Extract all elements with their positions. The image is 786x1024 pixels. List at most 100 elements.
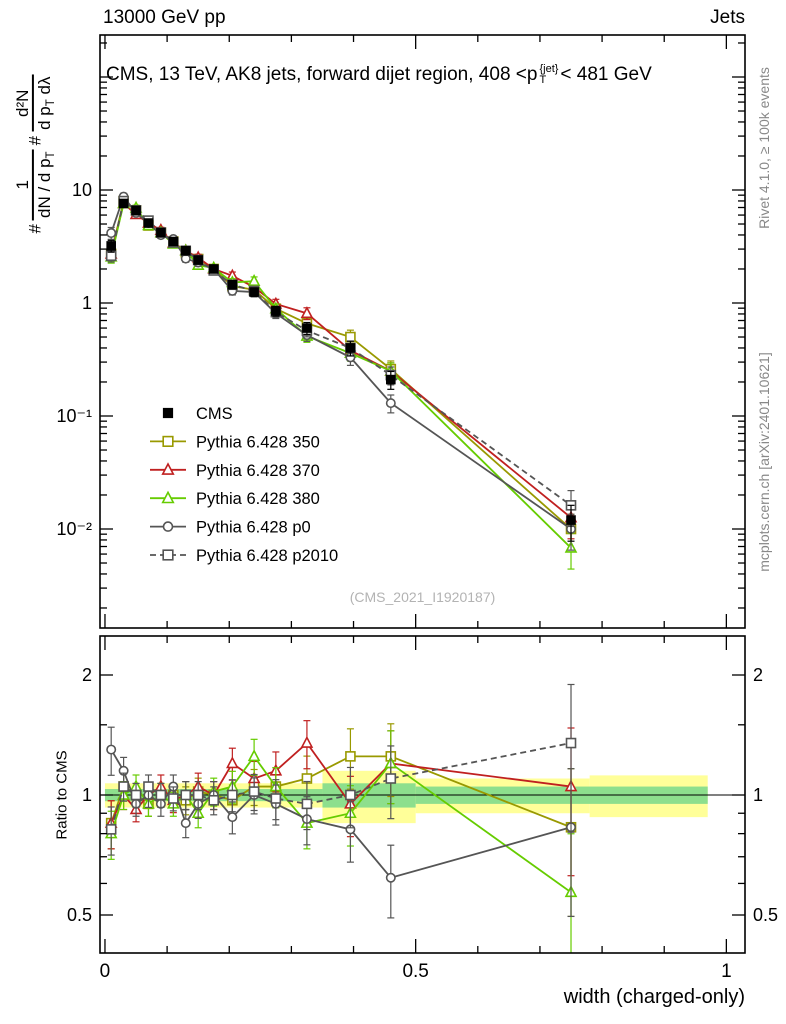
panel-title-supsub: {jet} T (539, 64, 558, 86)
data-point (162, 435, 174, 448)
ratio-tick-label-left: 1 (82, 785, 92, 805)
legend-entry-pythia-6-428-370: Pythia 6.428 370 (150, 462, 320, 480)
data-point (247, 749, 261, 762)
data-point (162, 521, 174, 532)
legend-entry-label: Pythia 6.428 370 (196, 462, 320, 480)
legend-entry-pythia-6-428-350: Pythia 6.428 350 (150, 433, 320, 451)
data-point (270, 793, 282, 804)
data-point (162, 549, 174, 561)
y-axis-label-frac2: d²N d pT dλ (12, 74, 59, 132)
data-point (208, 264, 219, 274)
axis-ticks (100, 35, 745, 953)
main-panel-frame (99, 34, 746, 629)
data-point (565, 737, 577, 749)
data-point (566, 515, 576, 525)
data-point (300, 306, 314, 319)
data-point (302, 323, 312, 333)
analysis-id-watermark: (CMS_2021_I1920187) (349, 589, 496, 605)
data-point (192, 789, 204, 801)
legend-entry-cms: CMS (162, 405, 233, 423)
data-point (106, 744, 117, 755)
panel-title: CMS, 13 TeV, AK8 jets, forward dijet reg… (106, 64, 652, 86)
y-axis-label: #1 dN / d pT # d²N d pT dλ (12, 71, 59, 233)
series-pythia-6-428-370 (104, 196, 578, 540)
series-line (110, 749, 572, 879)
data-point (180, 789, 192, 801)
legend-entry-label: CMS (196, 405, 233, 423)
data-point (385, 872, 396, 883)
series-cms (106, 198, 576, 542)
series-line (110, 754, 572, 894)
y-axis-label-hash2: # (25, 135, 45, 146)
tick-labels: 10 1 10⁻¹ 10⁻² 2 2 1 1 0.5 0.5 0 0.5 1 (56, 180, 778, 982)
y-axis-label-frac1-den: dN / d pT (31, 149, 59, 220)
data-point (130, 789, 142, 801)
data-point (208, 794, 220, 806)
data-point (227, 789, 238, 801)
data-point (227, 812, 238, 823)
data-point (143, 218, 154, 228)
data-point (106, 228, 117, 239)
ratio-axis-label: Ratio to CMS (53, 750, 71, 840)
y-tick-label: 10⁻² (56, 519, 92, 539)
y-axis-label-frac1-num: 1 (12, 179, 32, 190)
data-point (227, 279, 238, 290)
data-point (118, 198, 129, 209)
data-point (247, 273, 261, 286)
y-axis-label-frac1: 1 dN / d pT (12, 149, 59, 220)
panel-title-prefix: CMS, 13 TeV, AK8 jets, forward dijet reg… (106, 64, 538, 86)
data-point (193, 255, 203, 265)
panel-title-suffix: < 481 GeV (560, 64, 652, 86)
y-tick-label: 10⁻¹ (56, 406, 92, 426)
data-point (131, 205, 141, 216)
series-pythia-6-428-350 (105, 195, 577, 551)
data-point (271, 306, 281, 316)
legend-entry-label: Pythia 6.428 350 (196, 433, 320, 451)
series-line (110, 199, 572, 507)
header-beam-label: 13000 GeV pp (103, 7, 226, 28)
ratio-series-pythia-6-428-380 (104, 730, 578, 953)
panel-title-sup: {jet} (539, 63, 559, 75)
header-analysis-label: Jets (710, 7, 745, 28)
data-point (345, 751, 356, 762)
legend-entry-label: Pythia 6.428 380 (196, 490, 320, 508)
data-point (345, 343, 356, 353)
data-point (118, 781, 129, 792)
ratio-tick-label-right: 2 (753, 665, 763, 685)
y-axis-label-frac2-num: d²N (12, 89, 32, 117)
x-axis-label: width (charged-only) (563, 986, 745, 1008)
y-axis-label-frac2-den: d pT dλ (31, 74, 59, 132)
series-line (110, 742, 572, 830)
data-point (161, 462, 175, 475)
data-point (300, 735, 314, 748)
x-tick-label: 1 (721, 961, 732, 982)
data-point (168, 793, 179, 804)
legend-entry-pythia-6-428-p2010: Pythia 6.428 p2010 (150, 547, 338, 565)
data-point (180, 818, 191, 829)
data-point (180, 245, 191, 256)
legend-entry-label: Pythia 6.428 p0 (196, 519, 311, 537)
legend: CMS Pythia 6.428 350 Pythia 6.428 370 Pythi… (150, 405, 338, 565)
data-point (105, 824, 117, 835)
data-point (301, 798, 313, 810)
ratio-tick-label-right: 1 (753, 785, 763, 805)
y-tick-label: 10 (72, 180, 92, 200)
ratio-tick-label-right: 0.5 (753, 905, 778, 925)
data-point (385, 773, 397, 784)
ratio-tick-label-left: 2 (82, 665, 92, 685)
ratio-tick-label-left: 0.5 (67, 905, 92, 925)
legend-entry-pythia-6-428-p0: Pythia 6.428 p0 (150, 519, 311, 537)
series-pythia-6-428-380 (104, 196, 578, 570)
legend-entry-label: Pythia 6.428 p2010 (196, 547, 338, 565)
data-point (162, 407, 174, 419)
y-tick-label: 1 (82, 293, 92, 313)
data-point (386, 374, 396, 385)
panel-title-sub: T (539, 74, 547, 86)
data-point (168, 236, 179, 247)
data-point (155, 789, 167, 801)
data-point (226, 756, 239, 769)
data-point (143, 781, 154, 792)
data-point (106, 241, 116, 251)
